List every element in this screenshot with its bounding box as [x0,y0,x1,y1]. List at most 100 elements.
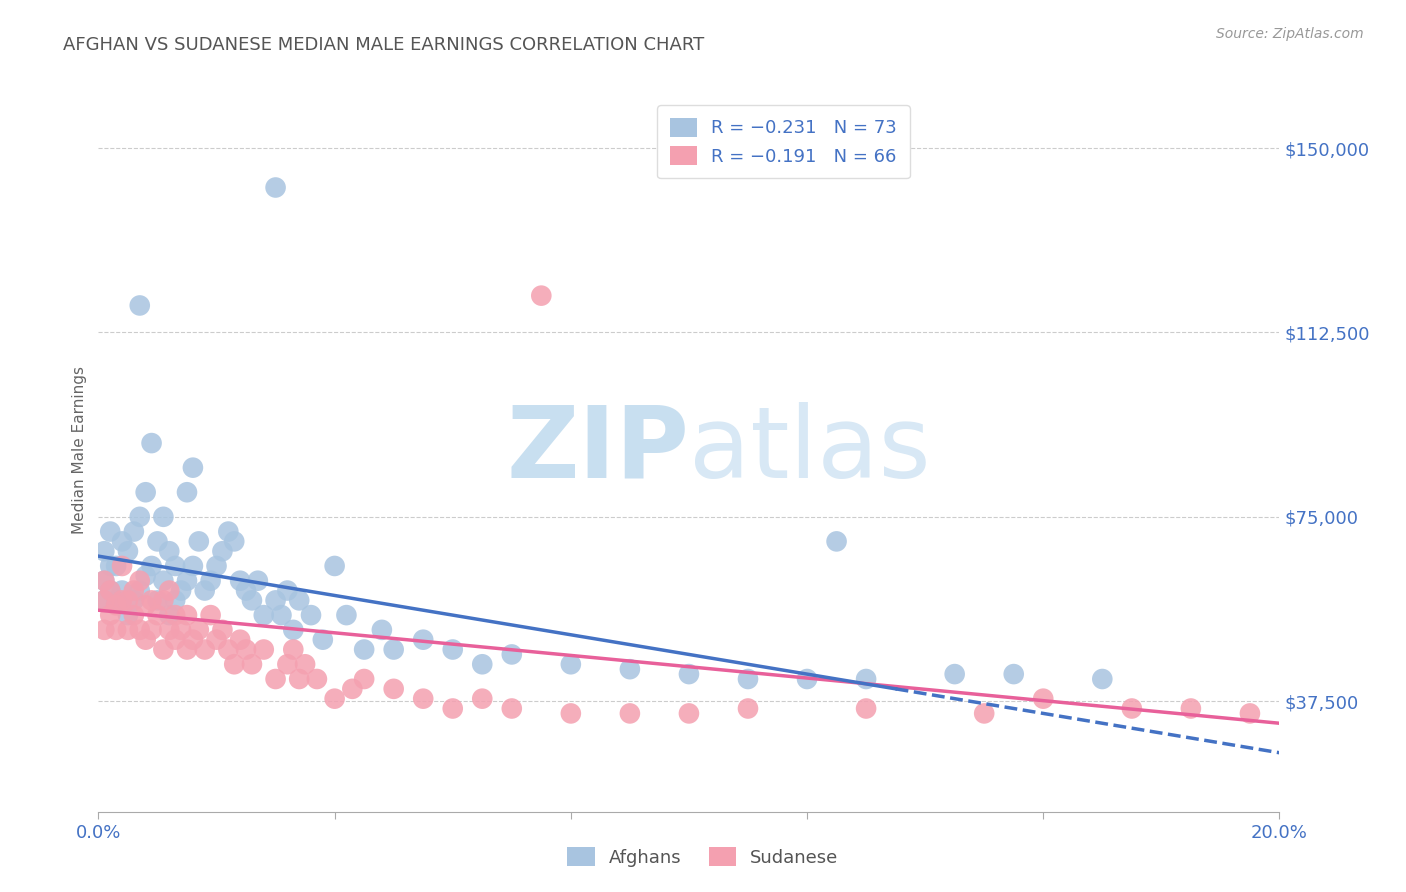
Point [200,574,222,588]
Point [111,593,134,607]
Point [122,608,145,623]
Point [152,574,174,588]
Point [264,180,287,194]
Point [1180,701,1202,715]
Point [205,632,228,647]
Point [181,632,204,647]
Point [122,593,145,607]
Point [146,593,169,607]
Point [181,558,204,573]
Legend: R = −0.231   N = 73, R = −0.191   N = 66: R = −0.231 N = 73, R = −0.191 N = 66 [657,105,910,178]
Point [181,460,204,475]
Point [187,534,209,549]
Point [342,681,364,696]
Point [105,558,128,573]
Point [678,706,700,721]
Point [1002,667,1025,681]
Text: AFGHAN VS SUDANESE MEDIAN MALE EARNINGS CORRELATION CHART: AFGHAN VS SUDANESE MEDIAN MALE EARNINGS … [63,36,704,54]
Point [194,583,217,598]
Text: Source: ZipAtlas.com: Source: ZipAtlas.com [1216,27,1364,41]
Point [276,583,298,598]
Point [441,642,464,657]
Point [619,662,641,676]
Point [128,509,150,524]
Point [560,706,582,721]
Point [264,593,287,607]
Point [98,524,121,539]
Point [323,691,346,706]
Point [678,667,700,681]
Point [117,593,139,607]
Point [93,544,115,558]
Point [93,593,115,607]
Point [305,672,328,686]
Point [135,485,157,500]
Point [943,667,966,681]
Point [825,534,848,549]
Point [855,672,877,686]
Point [176,574,198,588]
Point [122,583,145,598]
Point [98,583,121,598]
Point [128,623,150,637]
Point [560,657,582,672]
Point [382,681,405,696]
Point [276,657,298,672]
Point [240,593,263,607]
Point [619,706,641,721]
Point [93,574,115,588]
Point [294,657,316,672]
Point [240,657,263,672]
Point [93,593,115,607]
Point [441,701,464,715]
Point [176,608,198,623]
Legend: Afghans, Sudanese: Afghans, Sudanese [560,840,846,874]
Point [152,642,174,657]
Point [205,558,228,573]
Point [501,701,523,715]
Point [170,583,193,598]
Point [224,657,246,672]
Point [796,672,818,686]
Point [165,593,187,607]
Point [235,642,257,657]
Point [973,706,995,721]
Point [353,642,375,657]
Point [200,608,222,623]
Point [111,558,134,573]
Point [1032,691,1054,706]
Point [146,608,169,623]
Point [737,701,759,715]
Point [412,632,434,647]
Point [128,583,150,598]
Point [157,623,180,637]
Point [141,436,163,450]
Point [128,574,150,588]
Point [855,701,877,715]
Point [141,558,163,573]
Point [98,583,121,598]
Point [471,657,494,672]
Point [176,485,198,500]
Point [312,632,335,647]
Point [165,608,187,623]
Point [288,593,311,607]
Text: ZIP: ZIP [506,402,689,499]
Point [157,583,180,598]
Point [105,599,128,613]
Point [135,632,157,647]
Point [353,672,375,686]
Point [152,593,174,607]
Point [98,558,121,573]
Point [229,574,252,588]
Point [253,608,276,623]
Point [283,623,305,637]
Point [194,642,217,657]
Point [128,298,150,312]
Point [235,583,257,598]
Y-axis label: Median Male Earnings: Median Male Earnings [72,367,87,534]
Text: atlas: atlas [689,402,931,499]
Point [152,509,174,524]
Point [530,288,553,302]
Point [117,544,139,558]
